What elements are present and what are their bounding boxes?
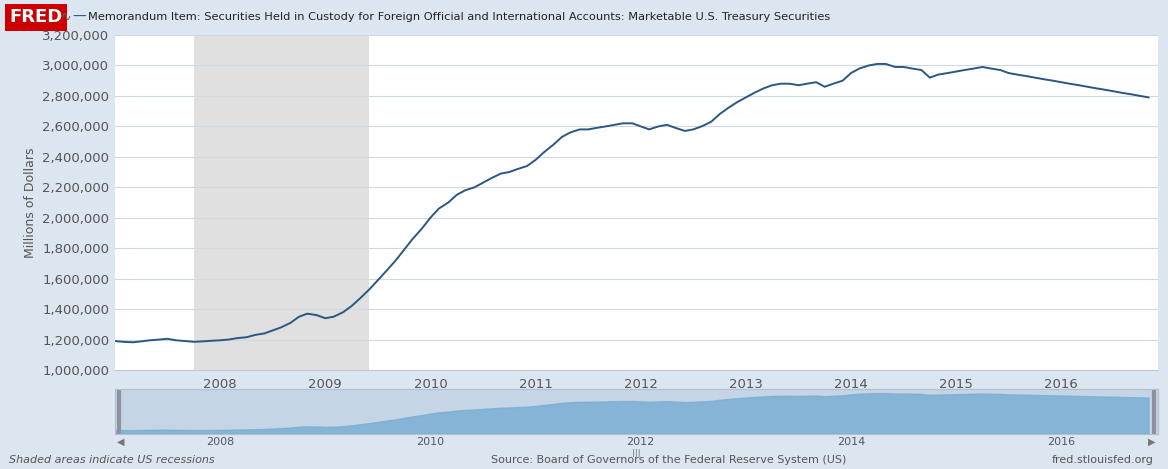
Bar <box>194 35 369 370</box>
Text: III: III <box>632 449 641 460</box>
Text: ◀: ◀ <box>117 437 125 447</box>
Text: ▶: ▶ <box>1148 437 1156 447</box>
Text: Memorandum Item: Securities Held in Custody for Foreign Official and Internation: Memorandum Item: Securities Held in Cust… <box>88 13 829 23</box>
Text: fred.stlouisfed.org: fred.stlouisfed.org <box>1052 454 1154 465</box>
Text: Shaded areas indicate US recessions: Shaded areas indicate US recessions <box>9 454 215 465</box>
Y-axis label: Millions of Dollars: Millions of Dollars <box>23 147 36 258</box>
Text: Source: Board of Governors of the Federal Reserve System (US): Source: Board of Governors of the Federa… <box>491 454 846 465</box>
Text: —: — <box>72 10 86 24</box>
Text: FRED: FRED <box>9 8 63 27</box>
Text: ∿: ∿ <box>61 11 71 24</box>
